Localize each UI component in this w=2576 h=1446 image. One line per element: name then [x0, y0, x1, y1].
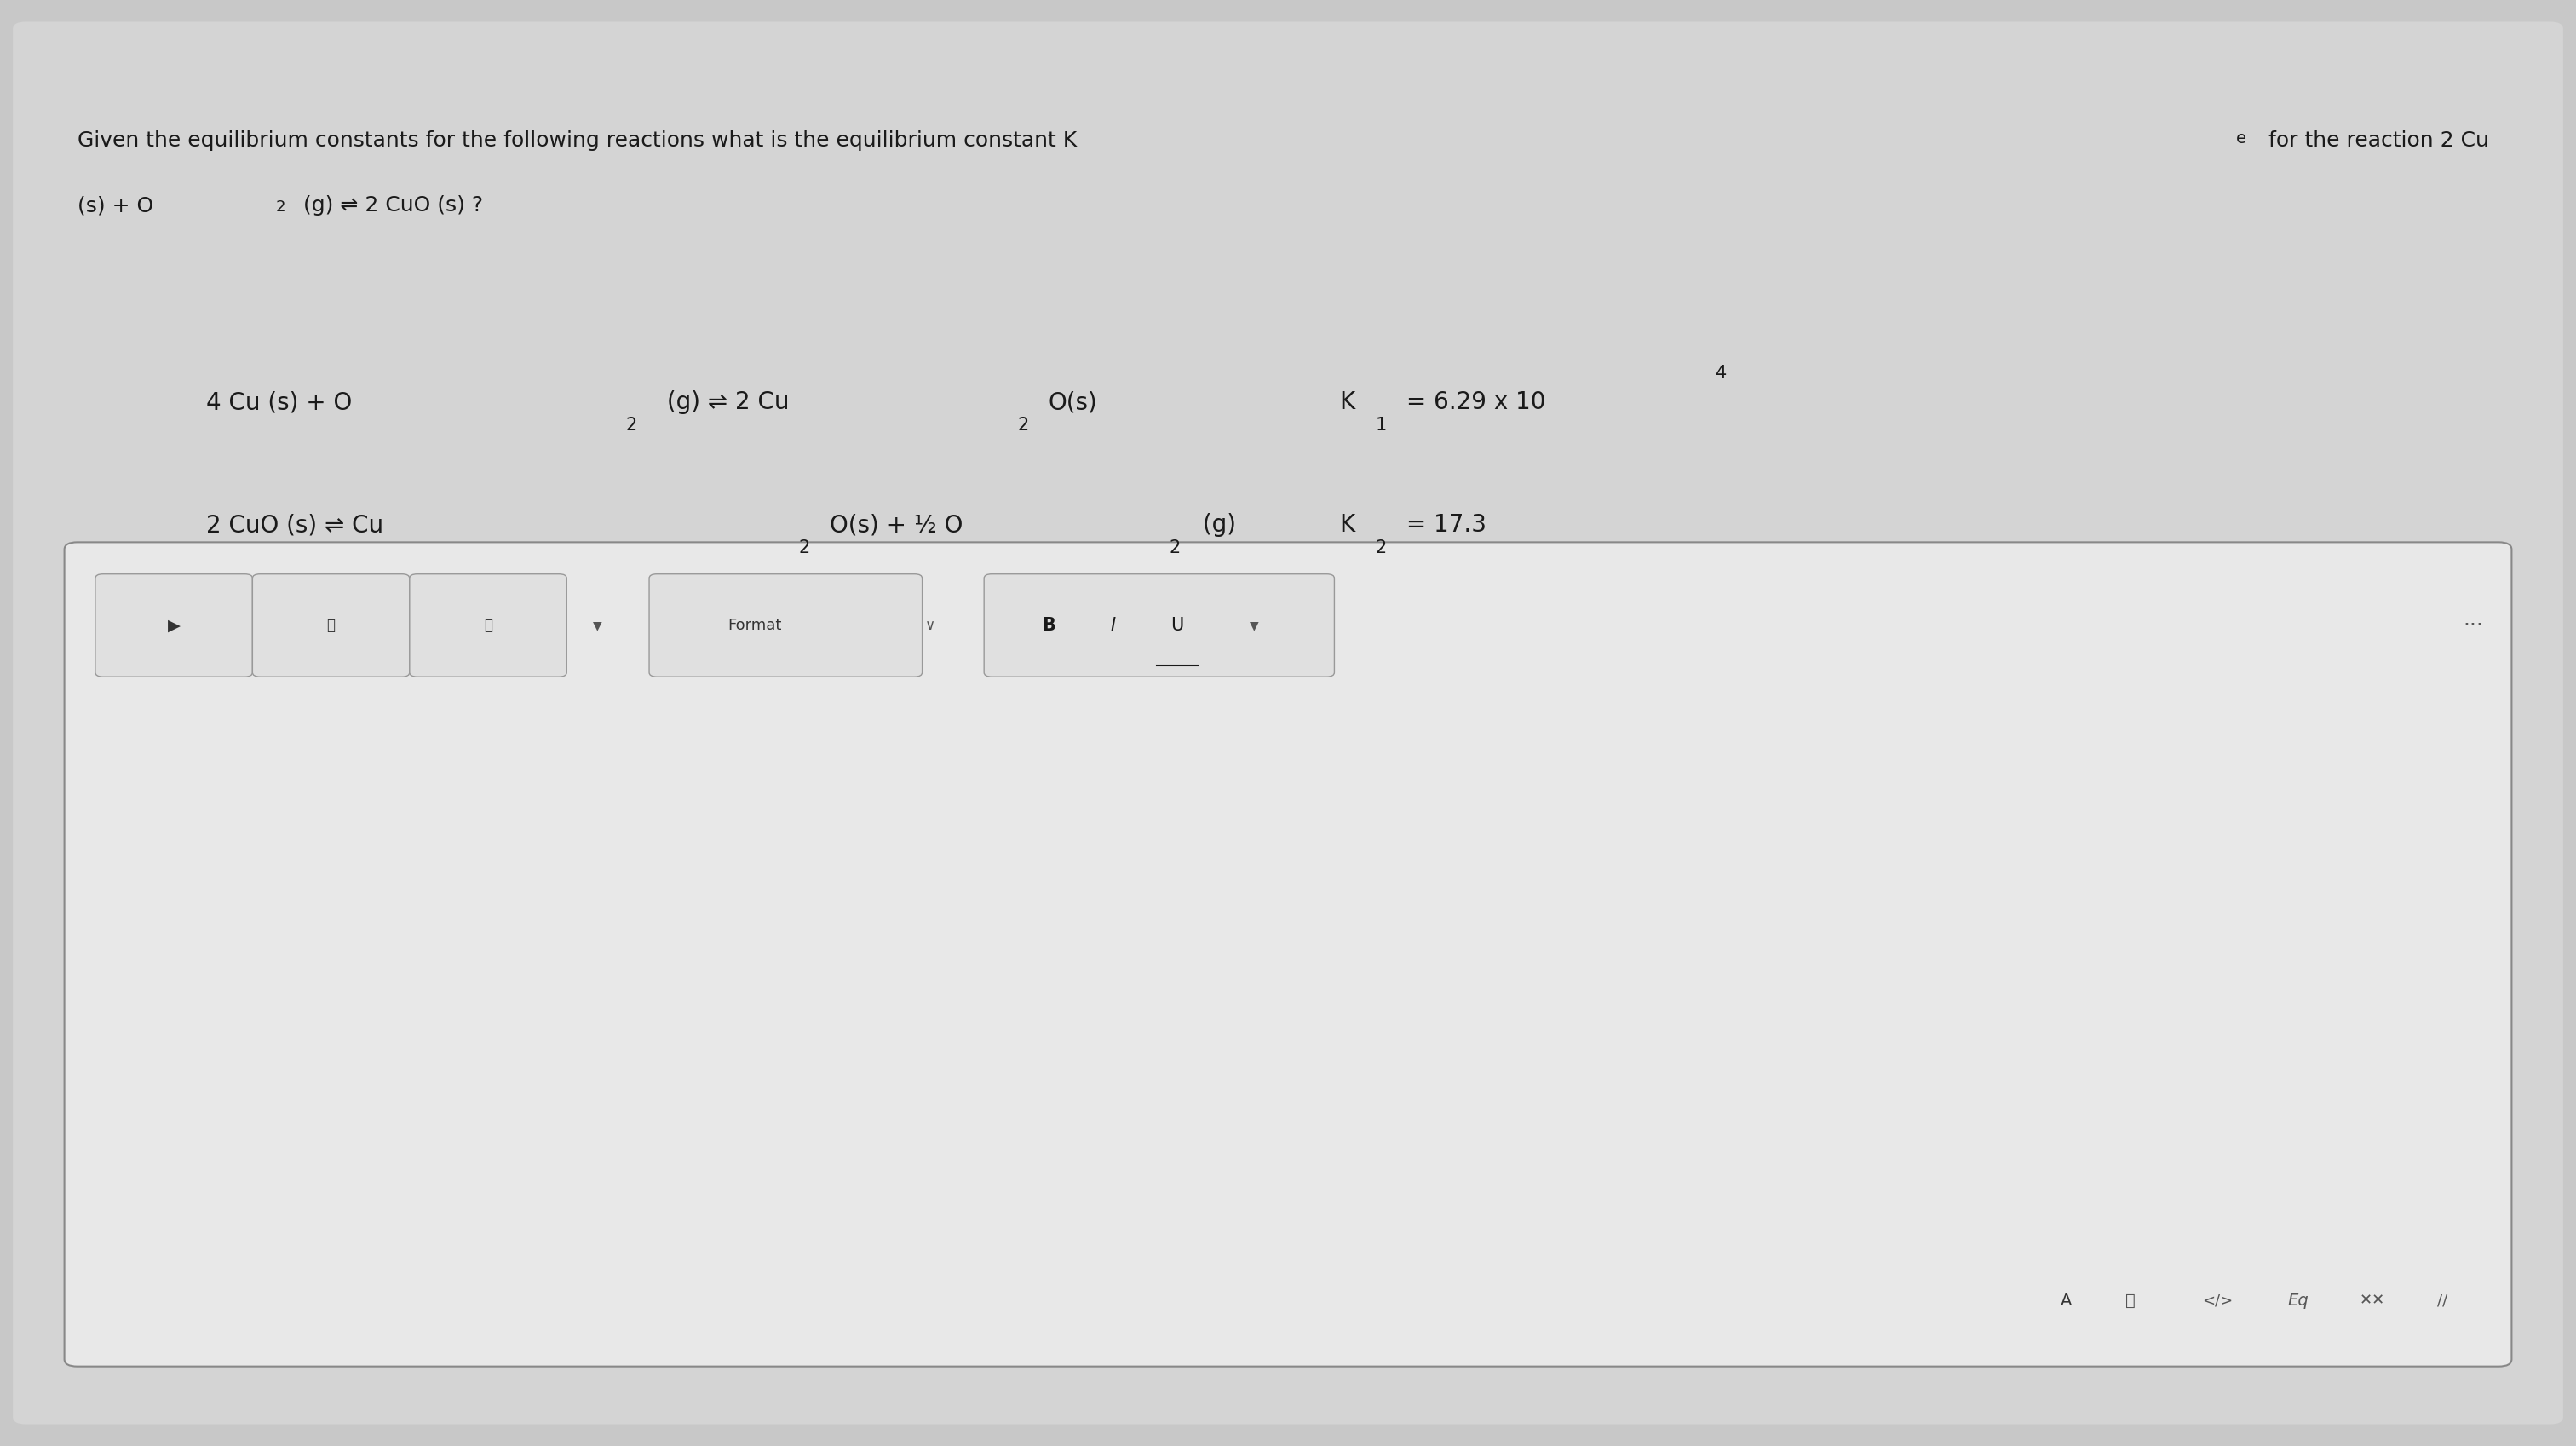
FancyBboxPatch shape: [64, 542, 2512, 1366]
Text: (s) + O: (s) + O: [77, 195, 152, 215]
FancyBboxPatch shape: [984, 574, 1334, 677]
Text: 1: 1: [1376, 416, 1386, 434]
Text: 📷: 📷: [327, 617, 335, 633]
FancyBboxPatch shape: [649, 574, 922, 677]
Text: 2: 2: [626, 416, 636, 434]
Text: ···: ···: [2463, 615, 2483, 636]
Text: = 17.3: = 17.3: [1399, 513, 1486, 536]
Text: = 6.29 x 10: = 6.29 x 10: [1399, 390, 1546, 414]
Text: Format: Format: [729, 617, 781, 633]
Text: (g): (g): [1195, 513, 1236, 536]
Text: ✕✕: ✕✕: [2360, 1293, 2385, 1309]
Text: Eq: Eq: [2287, 1293, 2308, 1309]
FancyBboxPatch shape: [252, 574, 410, 677]
Text: I: I: [1110, 617, 1115, 633]
Text: 2: 2: [1376, 539, 1386, 557]
Text: ▼: ▼: [592, 619, 603, 632]
Text: ▶: ▶: [167, 617, 180, 633]
Text: e: e: [2236, 130, 2246, 146]
Text: for the reaction 2 Cu: for the reaction 2 Cu: [2262, 130, 2488, 150]
Text: U: U: [1170, 617, 1185, 633]
Text: 2 CuO (s) ⇌ Cu: 2 CuO (s) ⇌ Cu: [206, 513, 384, 536]
Text: 2: 2: [1018, 416, 1028, 434]
Text: ∨: ∨: [925, 617, 935, 633]
Text: 4 Cu (s) + O: 4 Cu (s) + O: [206, 390, 353, 414]
Text: A: A: [2061, 1293, 2071, 1309]
Text: B: B: [1041, 617, 1056, 633]
Text: 📝: 📝: [2125, 1293, 2136, 1309]
Text: (g) ⇌ 2 CuO (s) ?: (g) ⇌ 2 CuO (s) ?: [296, 195, 482, 215]
FancyBboxPatch shape: [13, 22, 2563, 1424]
FancyBboxPatch shape: [410, 574, 567, 677]
Text: 2: 2: [276, 200, 286, 215]
Text: ▼: ▼: [1249, 619, 1260, 632]
Text: //: //: [2437, 1293, 2447, 1309]
Text: 4: 4: [1716, 364, 1726, 382]
Text: O(s): O(s): [1048, 390, 1097, 414]
Text: K: K: [1340, 390, 1355, 414]
Text: O(s) + ½ O: O(s) + ½ O: [829, 513, 963, 536]
Text: </>: </>: [2202, 1293, 2233, 1309]
FancyBboxPatch shape: [95, 574, 252, 677]
Text: (g) ⇌ 2 Cu: (g) ⇌ 2 Cu: [659, 390, 788, 414]
Text: 2: 2: [1170, 539, 1180, 557]
Text: 2: 2: [799, 539, 809, 557]
Text: K: K: [1340, 513, 1355, 536]
Text: Given the equilibrium constants for the following reactions what is the equilibr: Given the equilibrium constants for the …: [77, 130, 1077, 150]
Text: 🔗: 🔗: [484, 617, 492, 633]
